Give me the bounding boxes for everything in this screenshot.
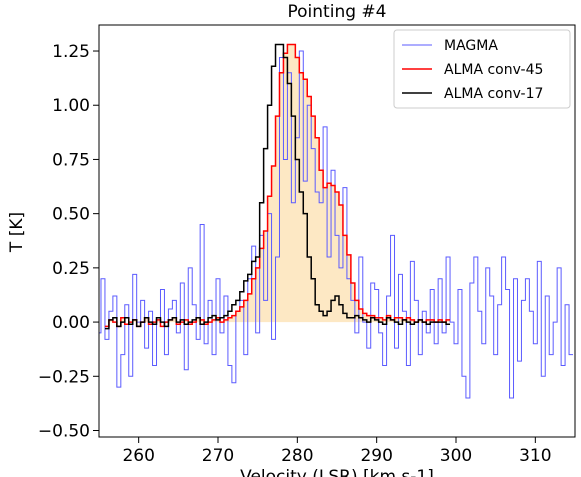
x-tick-label: 290 [360, 446, 392, 466]
series-line-alma-conv-17 [104, 43, 451, 330]
series-line-alma-conv-45 [104, 43, 451, 328]
plot-frame [98, 24, 576, 438]
y-tick-label: −0.25 [38, 367, 90, 387]
x-tick-label: 310 [519, 446, 551, 466]
y-tick-label: 0.00 [52, 313, 90, 333]
x-tick-label: 260 [122, 446, 154, 466]
y-axis: −0.50 −0.25 0.00 0.25 0.50 0.75 1.00 1.25 [38, 42, 99, 441]
legend-entry: ALMA conv-17 [444, 86, 543, 102]
y-tick-label: 1.25 [52, 42, 90, 62]
x-axis: 260 270 280 290 300 310 [122, 437, 552, 466]
y-axis-label: T [K] [7, 212, 27, 253]
y-tick-label: 0.25 [52, 259, 90, 279]
x-tick-label: 280 [281, 446, 313, 466]
y-tick-label: 0.75 [52, 150, 90, 170]
y-tick-label: 1.00 [52, 96, 90, 116]
plot-area [99, 43, 574, 399]
legend-entry: ALMA conv-45 [444, 62, 543, 78]
x-tick-label: 300 [440, 446, 472, 466]
series-line-magma [99, 50, 574, 399]
fill-area [104, 44, 451, 323]
legend: MAGMA ALMA conv-45 ALMA conv-17 [393, 29, 571, 109]
x-tick-label: 270 [202, 446, 234, 466]
y-tick-label: 0.50 [52, 205, 90, 225]
chart-title: Pointing #4 [288, 2, 387, 22]
y-tick-label: −0.50 [38, 421, 90, 441]
legend-entry: MAGMA [444, 38, 498, 54]
x-axis-label: Velocity (LSR) [km s-1] [240, 467, 434, 477]
legend-box [393, 29, 571, 109]
